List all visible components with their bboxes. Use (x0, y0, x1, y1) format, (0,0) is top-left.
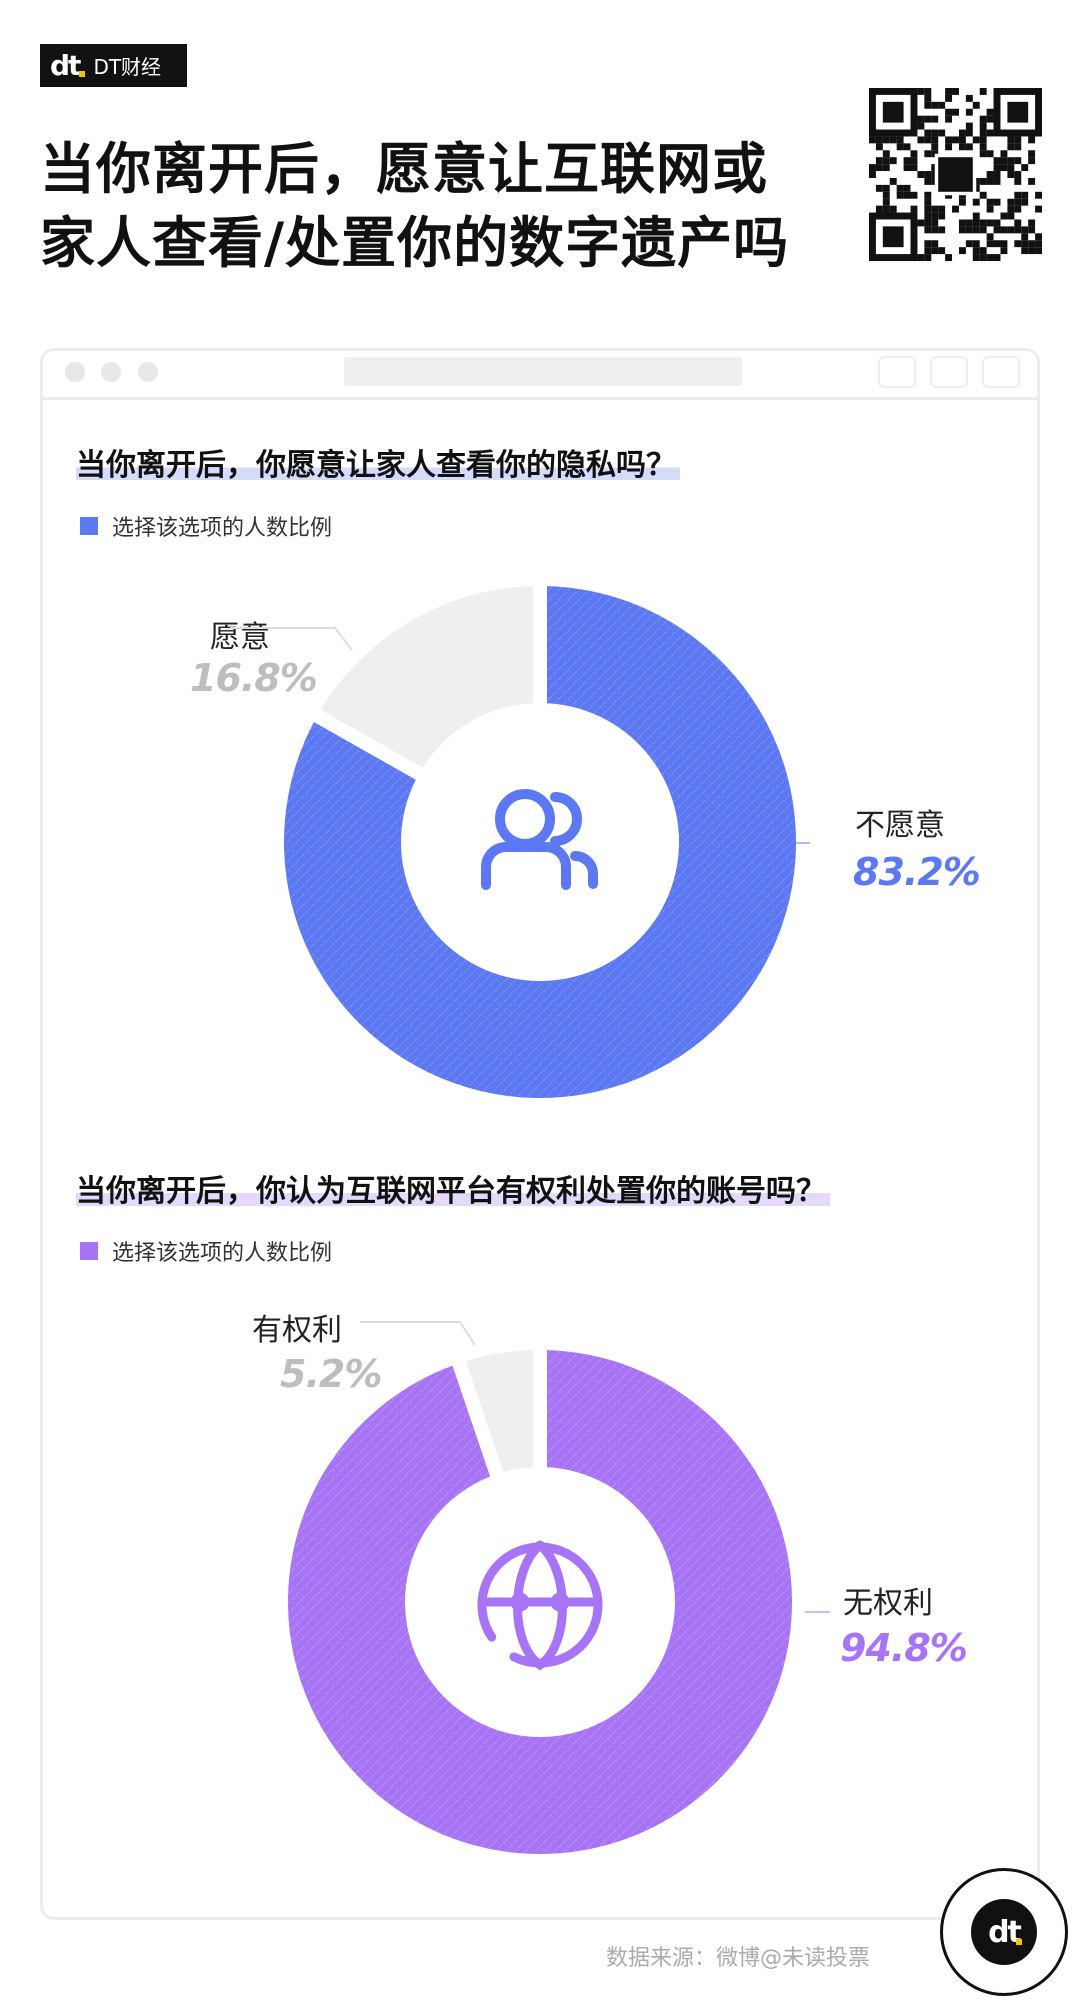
slice-label-no-right: 无权利 (843, 1586, 933, 1621)
legend-swatch (80, 1242, 98, 1260)
slice-label-willing: 愿意 (210, 620, 270, 655)
legend-label: 选择该选项的人数比例 (112, 1241, 333, 1266)
minimize-icon (101, 362, 121, 382)
legend-label: 选择该选项的人数比例 (112, 516, 333, 541)
globe-icon (477, 1540, 603, 1671)
record-icon (878, 356, 916, 388)
slice-hatch (283, 586, 796, 1098)
slice-value-willing: 16.8% (190, 656, 318, 700)
close-icon (65, 362, 85, 382)
slice-hatch (287, 1350, 792, 1855)
slice-value-unwilling: 83.2% (853, 850, 981, 894)
leader-line-minor (230, 627, 353, 651)
slice-gap (309, 707, 427, 783)
copy-icon (982, 356, 1020, 388)
dt-logo-mark: dt (50, 49, 86, 82)
donut-slice-minor (317, 586, 540, 774)
address-bar (344, 357, 742, 386)
share-icon (930, 356, 968, 388)
chart1-legend: 选择该选项的人数比例 (80, 510, 332, 542)
maximize-icon (138, 362, 158, 382)
slice-label-has-right: 有权利 (252, 1313, 342, 1348)
chart1-title: 当你离开后，你愿意让家人查看你的隐私吗？ (76, 440, 680, 484)
slice-value-has-right: 5.2% (280, 1352, 382, 1396)
brand-name: DT财经 (93, 55, 162, 79)
page-title-line2: 家人查看/处置你的数字遗产吗 (40, 210, 790, 275)
page-title-line1: 当你离开后，愿意让互联网或 (40, 136, 769, 201)
slice-gap (450, 1356, 505, 1482)
dt-badge-logo: dt (940, 1868, 1068, 1996)
qr-code (869, 88, 1042, 261)
toolbar-divider (40, 397, 1040, 400)
legend-swatch (80, 517, 98, 535)
chart2-title: 当你离开后，你认为互联网平台有权利处置你的账号吗？ (76, 1166, 830, 1210)
users-icon (481, 789, 598, 890)
data-source: 数据来源：微博@未读投票 (606, 1946, 871, 1971)
donut-slice-minor (459, 1350, 540, 1475)
brand-logo: dt DT财经 (40, 44, 187, 87)
leader-line-minor (360, 1321, 476, 1346)
slice-label-unwilling: 不愿意 (855, 808, 945, 843)
chart2-legend: 选择该选项的人数比例 (80, 1235, 332, 1267)
slice-value-no-right: 94.8% (840, 1626, 968, 1670)
